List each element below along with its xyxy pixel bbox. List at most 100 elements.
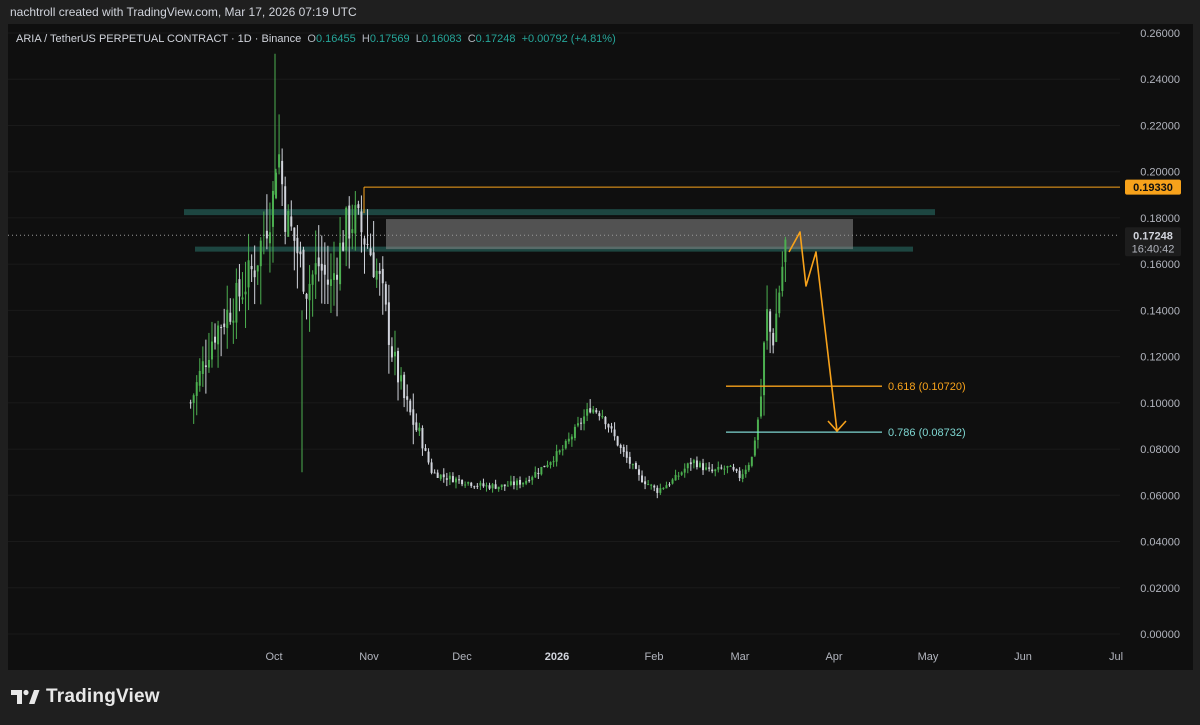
- candle-body: [692, 460, 695, 464]
- candle-body: [293, 227, 296, 241]
- candle-body: [415, 422, 418, 431]
- tradingview-logo[interactable]: TradingView: [10, 686, 160, 708]
- candle-body: [616, 436, 619, 446]
- chart-panel[interactable]: 0.19330 0.17248 16:40:42 0.618 (0.10720) 0.7…: [8, 24, 1193, 670]
- time-tick-label: Jul: [1109, 651, 1123, 663]
- candle-body: [281, 160, 284, 185]
- candle-body: [354, 205, 357, 234]
- candle-body: [482, 483, 485, 487]
- candle-body: [259, 240, 262, 267]
- price-tick-label: 0.10000: [1140, 398, 1180, 410]
- candle-body: [357, 204, 360, 209]
- price-tick-label: 0.24000: [1140, 74, 1180, 86]
- candle-body: [586, 409, 589, 416]
- candle-body: [235, 282, 238, 323]
- candle-body: [348, 205, 351, 239]
- close-value: 0.17248: [475, 33, 516, 45]
- resistance-price-text: 0.19330: [1133, 182, 1173, 194]
- fib-level-label: 0.786 (0.08732): [888, 427, 966, 439]
- candle-body: [488, 485, 491, 489]
- candle-body: [598, 413, 601, 417]
- candle-body: [525, 480, 528, 484]
- candle-body: [689, 462, 692, 465]
- candle-body: [433, 472, 436, 474]
- price-tick-label: 0.18000: [1140, 213, 1180, 225]
- candle-body: [540, 466, 543, 475]
- candle-body: [653, 485, 656, 488]
- candle-body: [625, 451, 628, 458]
- price-tick-label: 0.08000: [1140, 444, 1180, 456]
- candle-body: [650, 484, 653, 486]
- candle-body: [207, 359, 210, 368]
- price-tick-label: 0.00000: [1140, 629, 1180, 641]
- candle-body: [192, 395, 195, 404]
- candle-body: [290, 216, 293, 227]
- candle-body: [247, 260, 250, 288]
- time-tick-label: Oct: [265, 651, 282, 663]
- candle-body: [442, 474, 445, 478]
- candle-body: [214, 336, 217, 343]
- candle-body: [662, 487, 665, 489]
- projection-path: [788, 231, 838, 432]
- candle-body: [278, 154, 281, 168]
- symbol-name[interactable]: ARIA / TetherUS PERPETUAL CONTRACT · 1D …: [16, 33, 302, 45]
- candle-body: [775, 313, 778, 342]
- symbol-legend[interactable]: ARIA / TetherUS PERPETUAL CONTRACT · 1D …: [16, 33, 616, 45]
- candle-body: [674, 474, 677, 481]
- candle-body: [201, 361, 204, 374]
- countdown-text: 16:40:42: [1132, 243, 1175, 255]
- candle-body: [631, 464, 634, 466]
- candle-body: [549, 462, 552, 466]
- candle-body: [406, 396, 409, 400]
- candle-body: [671, 479, 674, 484]
- candle-body: [299, 251, 302, 255]
- candle-body: [769, 311, 772, 332]
- change-value: +0.00792 (+4.81%): [521, 33, 616, 45]
- candle-body: [332, 273, 335, 280]
- price-tick-label: 0.20000: [1140, 167, 1180, 179]
- candle-body: [287, 210, 290, 237]
- high-label: H: [361, 33, 370, 45]
- candle-body: [546, 464, 549, 467]
- candle-body: [717, 466, 720, 470]
- candle-body: [531, 477, 534, 481]
- candle-body: [198, 370, 201, 386]
- last-price-text: 0.17248: [1133, 230, 1173, 242]
- candle-body: [604, 416, 607, 425]
- candle-body: [512, 481, 515, 486]
- candle-body: [592, 409, 595, 413]
- candle-body: [576, 423, 579, 426]
- time-tick-label: 2026: [545, 651, 569, 663]
- candle-body: [628, 456, 631, 464]
- candle-body: [439, 474, 442, 479]
- candle-body: [275, 172, 278, 199]
- candle-body: [583, 416, 586, 424]
- candle-body: [226, 309, 229, 329]
- candle-body: [726, 465, 729, 468]
- price-tick-label: 0.12000: [1140, 352, 1180, 364]
- price-tick-label: 0.04000: [1140, 537, 1180, 549]
- time-tick-label: Nov: [359, 651, 379, 663]
- candle-body: [458, 479, 461, 481]
- candle-body: [262, 234, 265, 236]
- candle-body: [473, 486, 476, 488]
- candle-body: [515, 480, 518, 486]
- candle-body: [265, 230, 268, 239]
- candle-body: [436, 472, 439, 478]
- candle-body: [564, 440, 567, 449]
- candle-body: [641, 475, 644, 483]
- candle-body: [741, 474, 744, 480]
- candle-body: [430, 462, 433, 473]
- candle-body: [500, 484, 503, 488]
- candle-body: [503, 484, 506, 487]
- candle-body: [528, 479, 531, 482]
- candle-body: [509, 481, 512, 485]
- candle-body: [329, 279, 332, 286]
- candle-body: [680, 472, 683, 475]
- candle-body: [369, 248, 372, 256]
- candle-body: [256, 265, 259, 272]
- candle-body: [723, 468, 726, 470]
- candle-body: [217, 325, 220, 345]
- consolidation-box: [386, 219, 853, 250]
